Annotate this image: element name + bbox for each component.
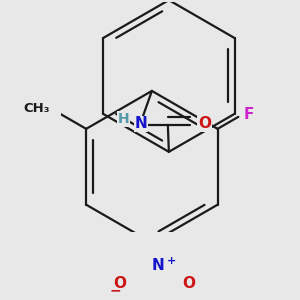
Text: O: O <box>182 276 195 291</box>
Text: N: N <box>134 116 147 131</box>
Text: −: − <box>109 284 121 298</box>
Text: N: N <box>152 258 164 273</box>
Text: O: O <box>198 116 211 131</box>
Text: O: O <box>113 276 126 291</box>
Text: H: H <box>117 112 129 126</box>
Text: F: F <box>243 107 254 122</box>
Text: CH₃: CH₃ <box>24 102 50 116</box>
Text: +: + <box>167 256 176 266</box>
